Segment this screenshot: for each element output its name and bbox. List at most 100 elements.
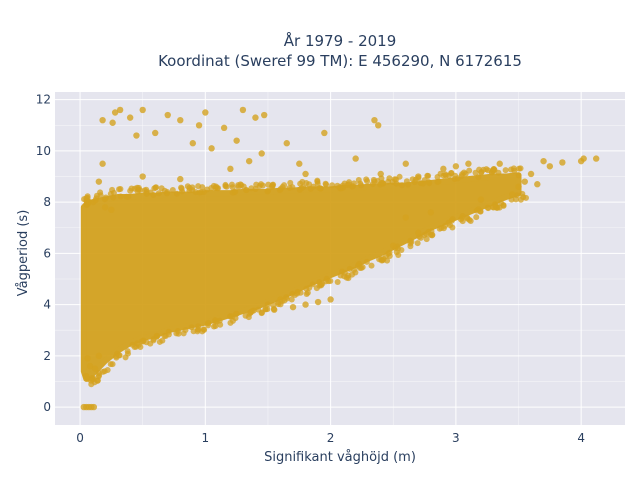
data-point: [152, 129, 159, 137]
data-point: [363, 258, 370, 265]
x-tick-label: 1: [202, 431, 210, 445]
x-tick-labels: 0 1 2 3 4: [76, 431, 585, 445]
data-point: [245, 157, 253, 165]
data-point: [385, 178, 392, 185]
data-point: [297, 289, 304, 296]
data-point: [302, 170, 309, 178]
data-point: [264, 301, 271, 308]
data-point: [283, 140, 290, 147]
data-point: [477, 196, 485, 203]
data-point: [195, 323, 202, 330]
data-point: [97, 189, 104, 196]
data-point: [239, 106, 247, 114]
data-point: [580, 155, 587, 162]
data-point: [164, 111, 171, 119]
data-point: [428, 228, 435, 235]
data-point: [169, 187, 176, 194]
x-axis-label: Signifikant våghöjd (m): [264, 450, 416, 465]
data-point: [414, 240, 421, 247]
data-point: [521, 178, 528, 185]
data-point: [101, 204, 109, 211]
data-point: [202, 109, 209, 116]
data-point: [154, 333, 161, 340]
y-tick-label: 10: [36, 144, 51, 158]
data-point: [445, 219, 452, 226]
data-point: [111, 109, 119, 116]
data-point: [402, 214, 409, 221]
data-point: [310, 183, 317, 190]
data-point: [363, 176, 370, 183]
data-point: [161, 187, 168, 194]
data-point: [352, 155, 359, 162]
data-point: [473, 214, 480, 221]
data-point: [341, 269, 348, 276]
data-point: [546, 163, 554, 170]
data-point: [490, 204, 497, 211]
data-points: [80, 106, 600, 411]
data-point: [415, 229, 422, 237]
data-point: [527, 170, 535, 178]
data-point: [475, 174, 482, 181]
data-point: [196, 189, 203, 196]
data-point: [417, 234, 424, 241]
y-tick-label: 2: [43, 349, 51, 363]
data-point: [99, 116, 106, 124]
data-point: [204, 320, 211, 327]
data-point: [592, 155, 600, 162]
data-point: [512, 196, 519, 203]
data-point: [287, 179, 294, 186]
data-point: [265, 187, 272, 194]
data-point: [95, 352, 103, 360]
data-point: [215, 185, 222, 192]
data-point: [150, 191, 157, 198]
data-point: [368, 262, 375, 269]
data-point: [392, 176, 399, 183]
data-point: [435, 178, 442, 185]
data-point: [288, 296, 295, 303]
data-point: [271, 306, 278, 313]
data-point: [427, 209, 435, 216]
data-point: [472, 169, 479, 176]
data-point: [495, 169, 502, 176]
data-point: [309, 281, 316, 288]
data-point: [377, 170, 384, 178]
data-point: [109, 119, 116, 126]
data-point: [440, 165, 447, 173]
data-point: [334, 278, 341, 285]
data-point: [220, 124, 228, 132]
data-point: [252, 114, 259, 121]
data-point: [423, 231, 430, 238]
data-point: [379, 179, 386, 186]
x-tick-label: 0: [76, 431, 84, 445]
data-point: [559, 159, 566, 166]
data-point: [540, 157, 547, 165]
data-point: [473, 207, 480, 214]
data-point: [508, 196, 515, 203]
data-point: [92, 197, 99, 204]
data-point: [155, 190, 162, 197]
data-point: [123, 193, 130, 200]
data-point: [534, 181, 541, 188]
data-point: [452, 163, 460, 170]
data-point: [182, 326, 189, 333]
data-point: [137, 344, 144, 351]
data-point: [490, 166, 497, 173]
data-point: [247, 309, 254, 316]
data-point: [200, 326, 207, 333]
data-point: [110, 194, 117, 201]
data-point: [454, 175, 461, 182]
data-point: [341, 180, 348, 187]
data-point: [313, 285, 320, 292]
data-point: [243, 187, 250, 194]
data-point: [403, 178, 410, 185]
data-point: [303, 285, 310, 292]
data-point: [117, 193, 124, 200]
data-point: [283, 294, 290, 301]
data-point: [317, 281, 324, 288]
chart-title-line-2: Koordinat (Sweref 99 TM): E 456290, N 61…: [158, 52, 522, 70]
data-point: [83, 198, 90, 205]
data-point: [110, 189, 117, 196]
data-point: [86, 362, 94, 370]
data-point: [258, 150, 265, 157]
